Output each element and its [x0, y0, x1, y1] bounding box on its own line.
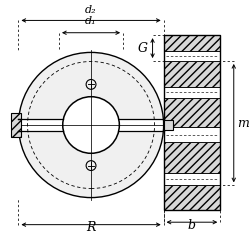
Bar — [164, 185, 220, 210]
Bar — [10, 113, 21, 137]
Bar — [164, 51, 220, 61]
Circle shape — [18, 52, 164, 198]
Text: G: G — [138, 42, 148, 54]
Bar — [164, 87, 220, 98]
Bar — [164, 173, 220, 185]
Text: R: R — [86, 221, 96, 234]
Bar — [164, 128, 220, 142]
Text: m: m — [237, 117, 248, 130]
Bar — [119, 119, 166, 131]
Bar — [164, 142, 220, 173]
Text: d₁: d₁ — [85, 16, 97, 26]
Bar — [164, 35, 220, 210]
Bar — [164, 120, 173, 130]
Text: d₂: d₂ — [85, 5, 97, 15]
Bar — [164, 98, 220, 128]
Circle shape — [63, 97, 119, 153]
Bar — [164, 61, 220, 87]
Bar — [164, 35, 220, 51]
Text: b: b — [188, 218, 196, 232]
Bar — [16, 119, 63, 131]
